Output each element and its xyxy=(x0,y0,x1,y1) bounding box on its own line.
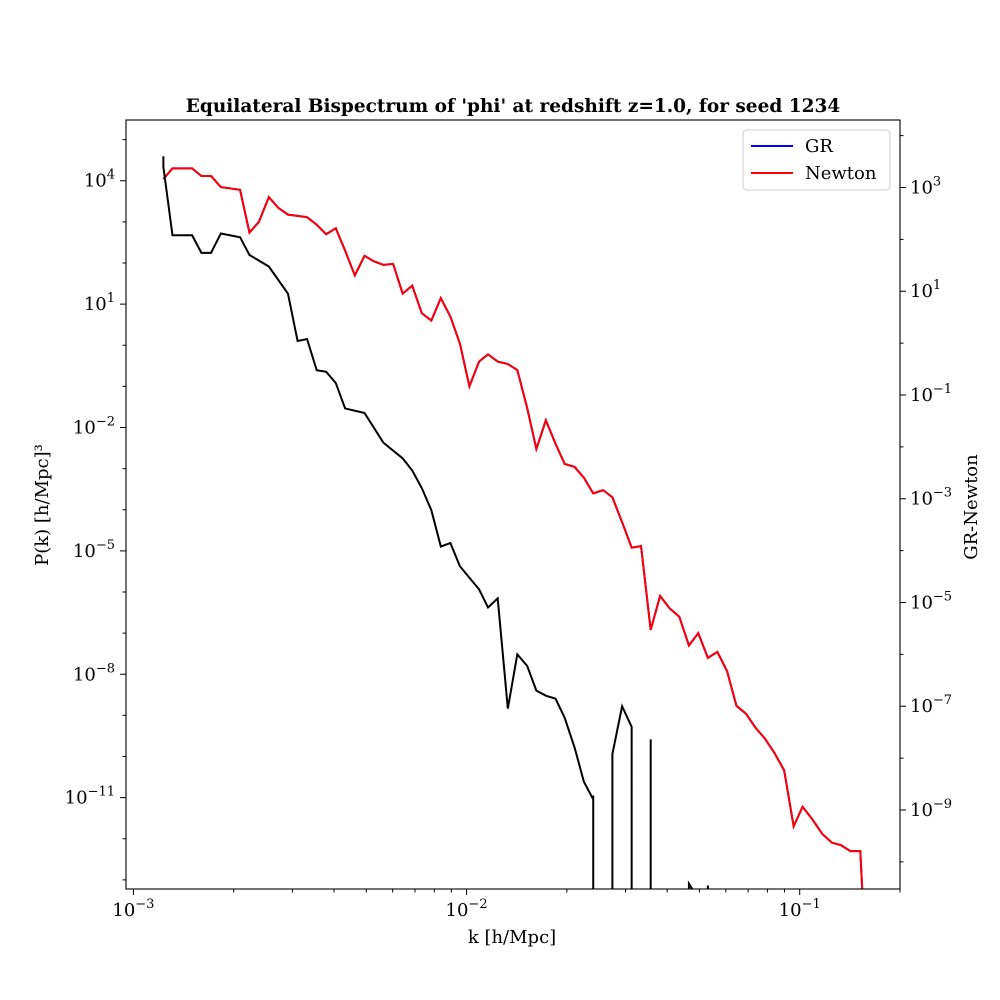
left-y-axis-ticks: 104 101 10−2 10−5 10−8 10−11 xyxy=(65,139,126,881)
left-y-axis-label: P(k) [h/Mpc]³ xyxy=(32,444,53,566)
series-layer xyxy=(162,156,864,889)
x-axis-ticks: 10−3 10−2 10−1 xyxy=(112,889,901,921)
legend-label-gr: GR xyxy=(805,136,833,157)
legend: GR Newton xyxy=(742,129,891,191)
left-y-tick-label: 10−2 xyxy=(73,414,115,438)
chart-title: Equilateral Bispectrum of 'phi' at redsh… xyxy=(186,96,841,117)
right-y-tick-label: 10−3 xyxy=(910,486,952,510)
series-line-newton xyxy=(162,167,864,889)
plot-frame xyxy=(125,119,901,890)
x-tick-label: 10−1 xyxy=(779,897,821,921)
x-tick-label: 10−3 xyxy=(112,897,154,921)
right-y-tick-label: 103 xyxy=(910,174,941,198)
right-y-tick-label: 10−5 xyxy=(910,589,952,613)
left-y-tick-label: 104 xyxy=(84,168,115,192)
x-tick-label: 10−2 xyxy=(446,897,488,921)
right-y-tick-label: 101 xyxy=(910,278,941,302)
left-y-tick-label: 10−11 xyxy=(65,785,115,809)
left-y-tick-label: 101 xyxy=(84,291,115,315)
right-y-tick-label: 10−7 xyxy=(910,693,952,717)
left-y-tick-label: 10−8 xyxy=(73,661,115,685)
right-y-tick-label: 10−9 xyxy=(910,797,952,821)
right-y-axis-label: GR-Newton xyxy=(961,454,982,560)
right-y-tick-label: 10−1 xyxy=(910,382,952,406)
left-y-tick-label: 10−5 xyxy=(73,538,115,562)
legend-label-newton: Newton xyxy=(805,163,877,184)
series-line-difference xyxy=(162,156,709,889)
x-axis-label: k [h/Mpc] xyxy=(468,927,556,948)
right-y-axis-ticks: 103 101 10−1 10−3 10−5 10−7 10−9 xyxy=(900,135,952,863)
